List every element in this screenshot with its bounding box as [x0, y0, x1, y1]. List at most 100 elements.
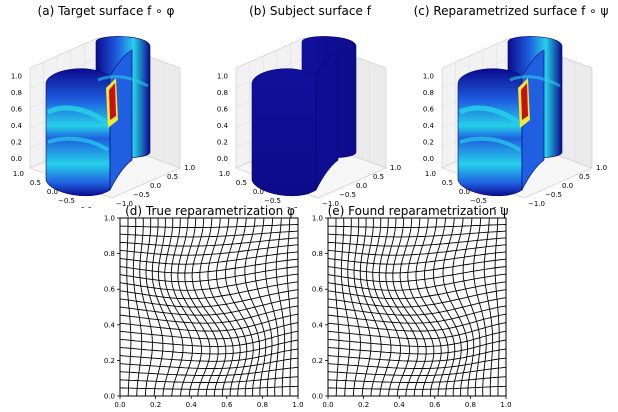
surface-stripe — [47, 136, 110, 152]
y-tick-label: 0.0 — [459, 188, 470, 196]
x-tick-label: 1.0 — [292, 401, 303, 409]
grid-line-horizontal — [119, 273, 299, 291]
y-tick-label: 0.5 — [236, 179, 247, 187]
surface-stripe — [509, 75, 561, 88]
x-tick-label: −0.5 — [339, 191, 356, 199]
y-tick-label: 0.0 — [312, 393, 323, 401]
y-tick-label: 1.0 — [312, 215, 323, 223]
y-tick-label: 1.0 — [13, 170, 24, 178]
grid-line-vertical — [407, 217, 442, 397]
panel-e-title: (e) Found reparametrization ψ — [327, 204, 509, 218]
x-tick-label: 0.0 — [322, 401, 333, 409]
x-tick-label: −0.5 — [545, 191, 562, 199]
surface-plot-b: 0.00.20.40.60.81.01.00.50.0−0.5−1.0−1.0−… — [217, 36, 401, 208]
z-tick-label: 0.8 — [11, 89, 22, 97]
z-tick-label: 0.2 — [423, 139, 434, 147]
panel-b-title: (b) Subject surface f — [249, 4, 371, 18]
grid-line-horizontal — [327, 273, 507, 291]
grid-line-horizontal — [119, 230, 299, 238]
grid-line-horizontal — [119, 244, 299, 256]
x-tick-label: 0.0 — [356, 182, 367, 190]
grid-line-horizontal — [327, 230, 507, 238]
surface-front-lobe — [457, 68, 523, 197]
grid-line-vertical — [494, 217, 500, 396]
grid-line-horizontal — [327, 258, 507, 274]
x-tick-label: 0.4 — [394, 401, 406, 409]
z-tick-label: 0.4 — [423, 122, 435, 130]
grid-line-horizontal — [119, 251, 299, 265]
grid-line-horizontal — [119, 266, 299, 283]
x-tick-label: −1.0 — [528, 200, 545, 208]
y-tick-label: −0.5 — [58, 197, 75, 205]
surface-connector — [315, 49, 339, 191]
x-tick-label: 0.8 — [465, 401, 476, 409]
z-tick-label: 0.2 — [217, 139, 228, 147]
grid-line-vertical — [433, 217, 462, 397]
panel-d-title: (d) True reparametrization φ — [125, 204, 295, 218]
grid-line-vertical — [216, 217, 248, 397]
z-tick-label: 1.0 — [423, 73, 434, 81]
x-tick-label: −0.5 — [133, 191, 150, 199]
grid-line-horizontal — [327, 237, 507, 247]
grid-line-horizontal — [327, 297, 507, 316]
grid-line-vertical — [207, 217, 241, 396]
panel-a-title: (a) Target surface f ∘ φ — [37, 4, 175, 18]
grid-line-horizontal — [119, 297, 299, 316]
grid-lines — [119, 217, 299, 397]
grid-line-horizontal — [119, 281, 299, 300]
z-tick-label: 0.0 — [423, 155, 434, 163]
grid-line-horizontal — [327, 266, 507, 283]
x-tick-label: 0.2 — [358, 401, 369, 409]
grid-line-horizontal — [327, 224, 507, 228]
grid-line-vertical — [234, 217, 260, 397]
y-tick-label: −1.0 — [281, 206, 298, 208]
x-tick-label: 0.4 — [186, 401, 198, 409]
grid-line-vertical — [483, 217, 494, 396]
surface-hotspot — [109, 83, 116, 120]
x-tick-label: 1.0 — [184, 164, 195, 172]
z-tick-label: 0.8 — [423, 89, 434, 97]
y-tick-label: 0.6 — [312, 286, 324, 294]
x-tick-label: 0.2 — [150, 401, 161, 409]
y-tick-label: −0.5 — [470, 197, 487, 205]
x-tick-label: −1.0 — [116, 200, 133, 208]
x-tick-label: 1.0 — [500, 401, 511, 409]
z-tick-label: 0.2 — [11, 139, 22, 147]
z-tick-label: 0.6 — [423, 106, 435, 114]
y-tick-label: 0.8 — [312, 250, 323, 258]
grid-line-horizontal — [327, 244, 507, 256]
y-tick-label: 0.2 — [104, 357, 115, 365]
z-tick-label: 0.4 — [11, 122, 23, 130]
grid-line-vertical — [265, 217, 279, 397]
panel-c-title: (c) Reparametrized surface f ∘ ψ — [413, 4, 609, 18]
y-tick-label: 0.2 — [312, 357, 323, 365]
z-tick-label: 1.0 — [11, 73, 22, 81]
grid-line-vertical — [199, 217, 234, 397]
grid-line-horizontal — [327, 281, 507, 300]
grid-line-horizontal — [119, 237, 299, 247]
grid-line-vertical — [462, 217, 481, 397]
y-tick-label: 0.6 — [104, 286, 116, 294]
grid-line-horizontal — [119, 258, 299, 274]
y-tick-label: 0.4 — [312, 321, 324, 329]
x-tick-label: 0.0 — [562, 182, 573, 190]
y-tick-label: 0.0 — [253, 188, 264, 196]
surface-stripe — [458, 105, 522, 126]
z-tick-label: 0.0 — [11, 155, 22, 163]
y-tick-label: 0.5 — [30, 179, 41, 187]
y-tick-label: 1.0 — [425, 170, 436, 178]
x-tick-label: 0.0 — [114, 401, 125, 409]
z-tick-label: 0.6 — [217, 106, 229, 114]
y-tick-label: 1.0 — [219, 170, 230, 178]
grid-line-horizontal — [119, 289, 299, 308]
surface-front-lobe — [45, 68, 111, 197]
z-tick-label: 0.8 — [217, 89, 228, 97]
x-tick-label: 1.0 — [390, 164, 401, 172]
surface-plot-a: 0.00.20.40.60.81.01.00.50.0−0.5−1.0−1.0−… — [11, 36, 195, 208]
grid-line-vertical — [424, 217, 456, 397]
z-tick-label: 1.0 — [217, 73, 228, 81]
grid-line-horizontal — [119, 224, 299, 228]
y-tick-label: 0.0 — [104, 393, 115, 401]
y-tick-label: 0.0 — [47, 188, 58, 196]
x-tick-label: 0.0 — [150, 182, 161, 190]
